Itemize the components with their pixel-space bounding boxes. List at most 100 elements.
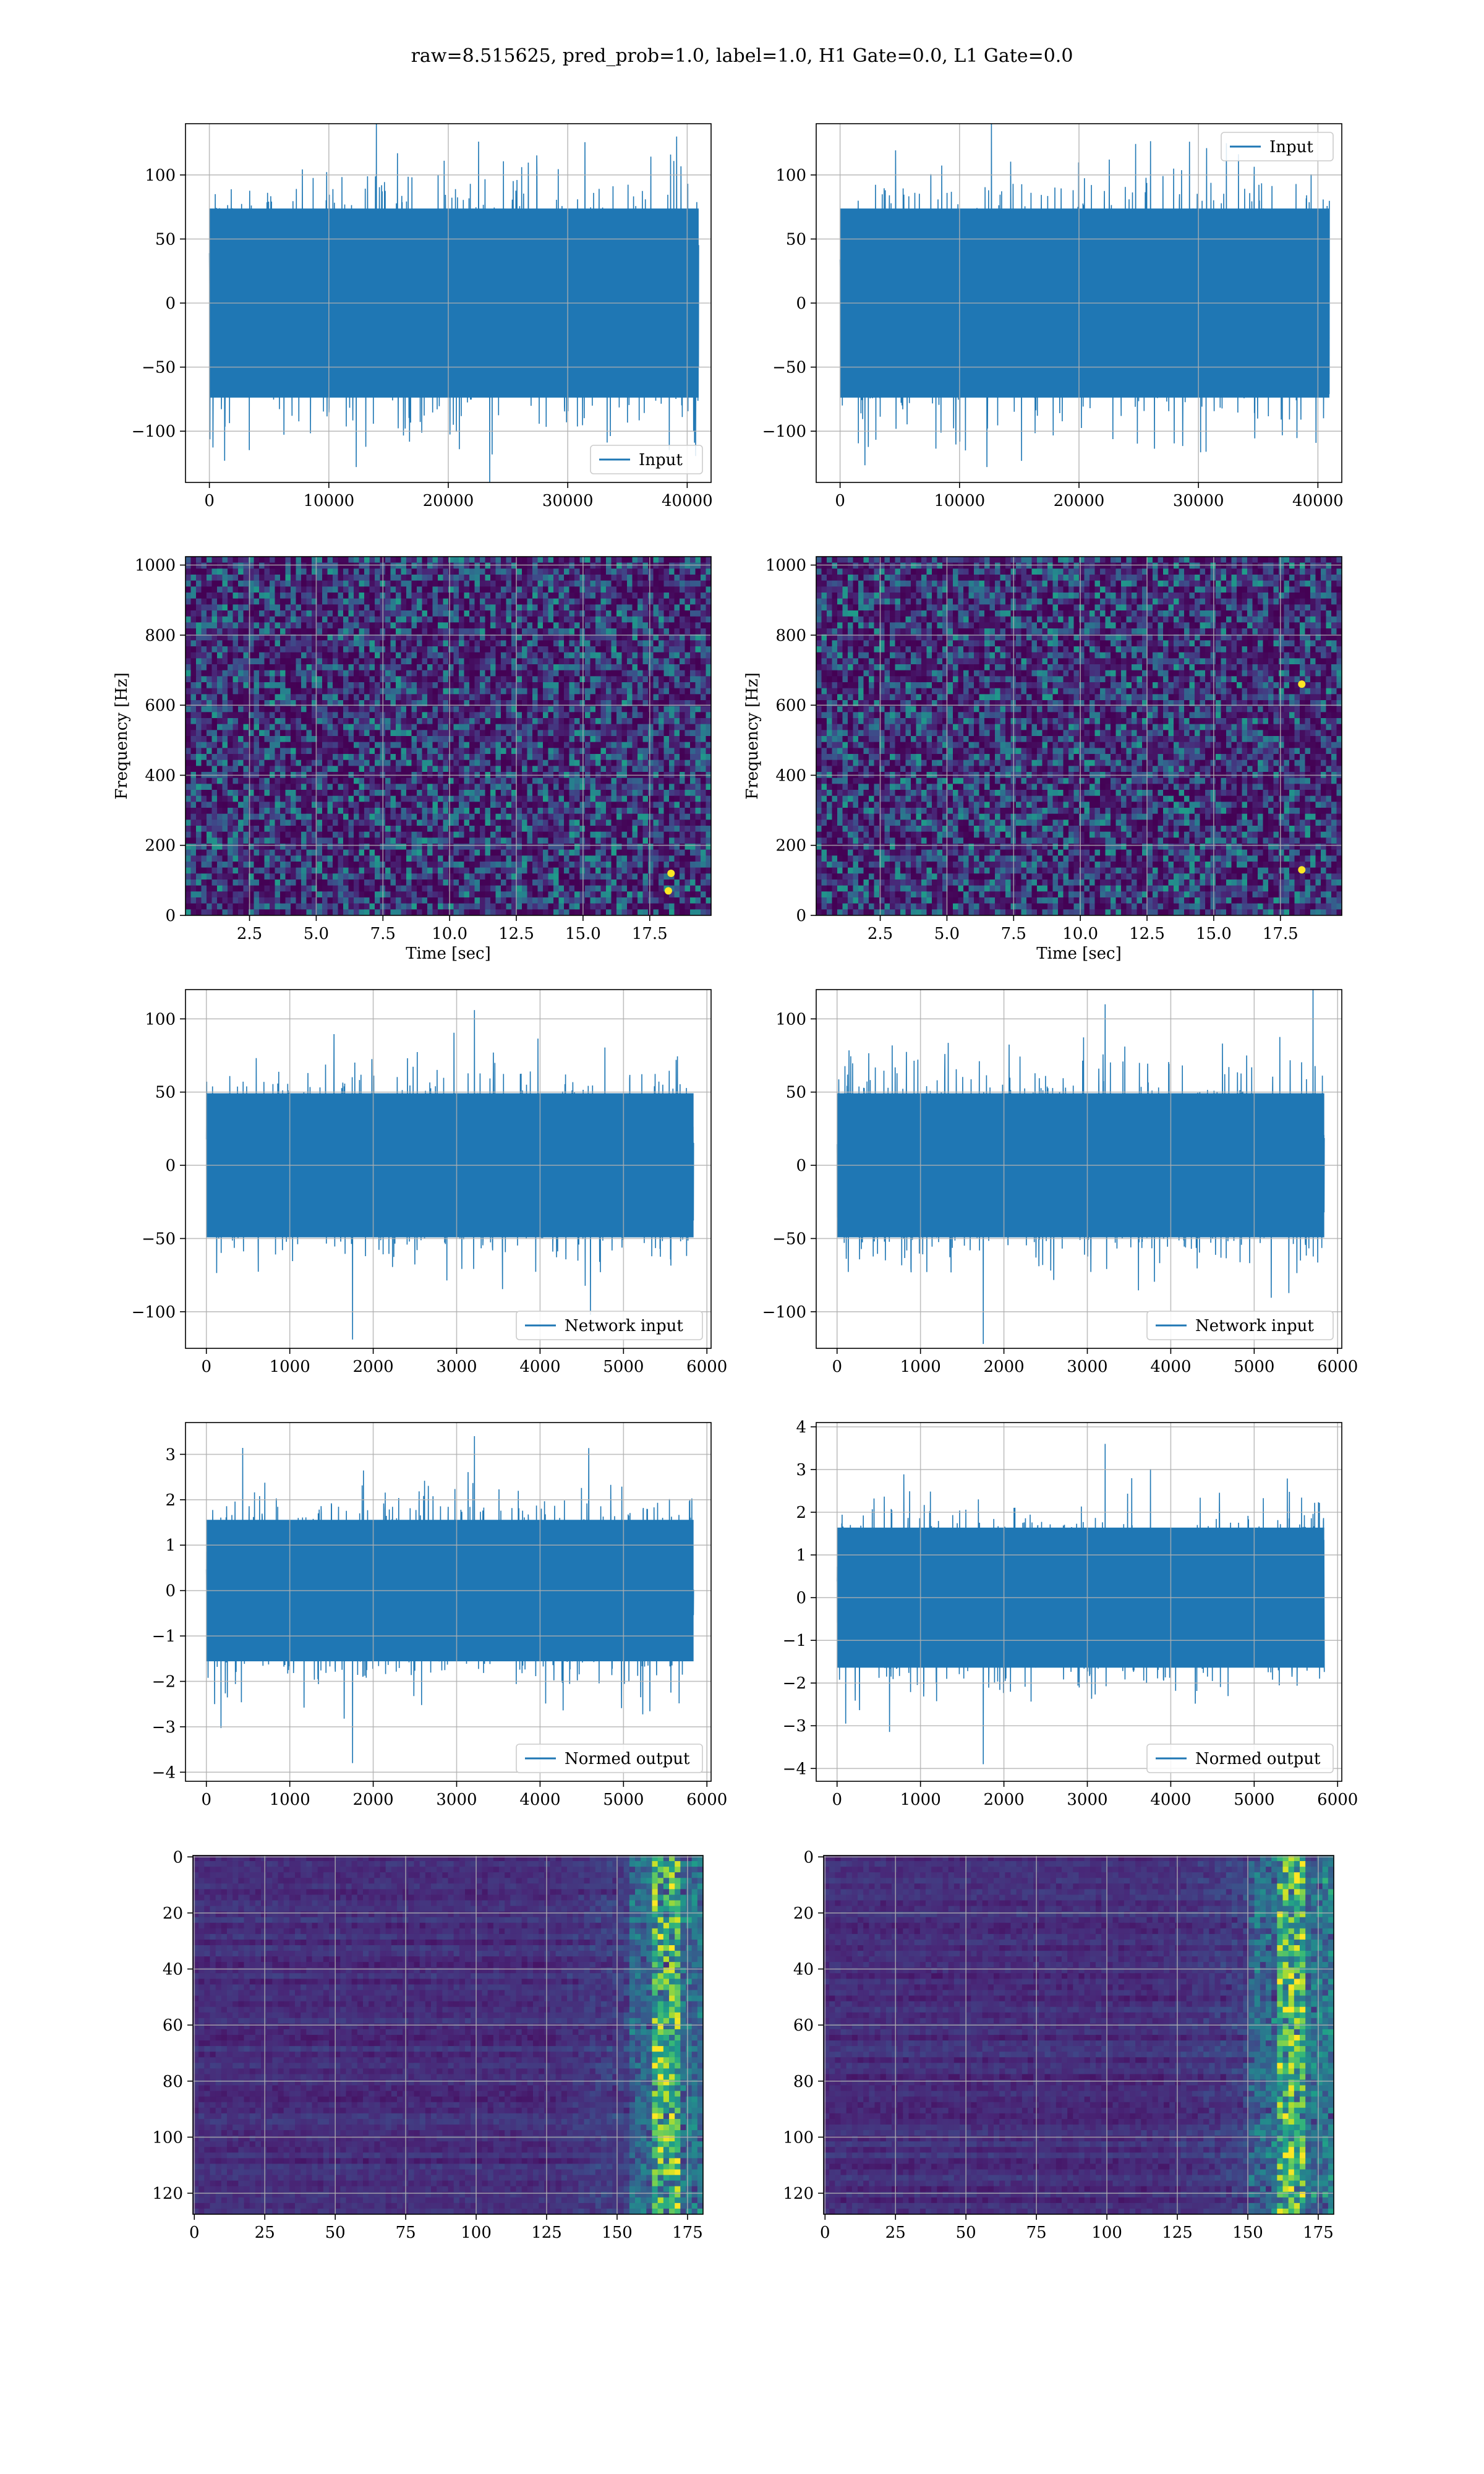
hot-spot-1: [667, 870, 675, 878]
legend: Network input: [1146, 1311, 1334, 1340]
x-tick-label: 30000: [542, 492, 594, 510]
x-tick-label: 3000: [436, 1358, 477, 1376]
legend-label: Network input: [1195, 1317, 1314, 1335]
y-tick-label: −2: [783, 1674, 806, 1693]
x-tick-label: 125: [1162, 2224, 1193, 2242]
y-tick-label: 600: [775, 696, 806, 715]
y-tick-label: 400: [775, 766, 806, 785]
x-tick-label: 1000: [900, 1358, 941, 1376]
plot-area-h1_input: [186, 124, 711, 482]
x-tick-label: 30000: [1173, 492, 1224, 510]
legend-box: [516, 1744, 703, 1773]
y-tick-label: 80: [163, 2073, 183, 2091]
x-tick-label: 15.0: [1196, 925, 1232, 943]
y-tick-label: 100: [783, 2128, 814, 2147]
y-tick-label: −100: [132, 1303, 176, 1322]
y-tick-label: −50: [142, 1230, 176, 1248]
y-tick-label: 4: [796, 1418, 806, 1437]
y-tick-label: 1000: [135, 557, 176, 575]
y-tick-label: 100: [152, 2128, 183, 2147]
x-tick-label: 4000: [1150, 1358, 1191, 1376]
x-tick-label: 2000: [352, 1791, 393, 1809]
x-tick-label: 6000: [1317, 1791, 1358, 1809]
x-axis-label: Time [sec]: [1036, 944, 1122, 963]
axes-frame: [823, 1855, 1334, 2215]
y-tick-label: 2: [796, 1504, 806, 1522]
x-tick-label: 40000: [1292, 492, 1344, 510]
x-tick-label: 4000: [519, 1791, 560, 1809]
y-tick-label: 200: [775, 837, 806, 855]
y-tick-label: 50: [786, 1084, 806, 1102]
axes-frame: [816, 989, 1342, 1349]
axes-frame: [185, 556, 712, 916]
x-tick-label: 0: [201, 1791, 211, 1809]
x-tick-label: 5.0: [934, 925, 960, 943]
x-tick-label: 1000: [270, 1358, 310, 1376]
y-tick-label: 0: [796, 1157, 806, 1175]
y-tick-label: −1: [783, 1632, 806, 1650]
y-tick-label: 800: [145, 627, 176, 645]
legend-label: Normed output: [565, 1750, 690, 1768]
legend-box: [590, 445, 703, 474]
legend-label: Normed output: [1195, 1750, 1321, 1768]
y-tick-label: 100: [775, 166, 806, 185]
chart-l1_feature_map: 0 25 50 75 100 125 150 175 0 20 40 60 80 100 120: [783, 1848, 1334, 2242]
y-tick-label: 0: [165, 294, 176, 313]
y-tick-label: 120: [783, 2185, 814, 2203]
x-tick-label: 2.5: [868, 925, 893, 943]
y-tick-label: −100: [762, 1303, 806, 1322]
y-tick-label: 2: [165, 1491, 176, 1510]
x-tick-label: 175: [1303, 2224, 1334, 2242]
legend: Input: [1221, 132, 1334, 161]
hot-spot-0: [1298, 680, 1306, 688]
plot-area-l1_network_input: [816, 990, 1342, 1348]
legend-box: [1221, 132, 1334, 161]
x-tick-label: 10000: [303, 492, 354, 510]
y-tick-label: 0: [796, 907, 806, 925]
y-tick-label: 50: [155, 230, 176, 249]
y-tick-label: −50: [772, 359, 806, 377]
y-tick-label: 0: [165, 1582, 176, 1601]
x-tick-label: 2000: [983, 1358, 1024, 1376]
x-tick-label: 150: [1232, 2224, 1263, 2242]
y-tick-label: 40: [793, 1961, 814, 1979]
y-tick-label: 60: [793, 2016, 814, 2035]
x-tick-label: 5000: [1234, 1358, 1274, 1376]
y-tick-label: 0: [796, 294, 806, 313]
chart-h1_normed_output: 0 1000 2000 3000 4000 5000 6000 −4 −3 −2 −1 0 1 2 3 Nor…: [152, 1422, 727, 1809]
y-axis-label: Frequency [Hz]: [743, 672, 762, 800]
x-tick-label: 0: [204, 492, 215, 510]
x-tick-label: 1000: [270, 1791, 310, 1809]
y-tick-label: 80: [793, 2073, 814, 2091]
axes-frame: [185, 1422, 712, 1782]
x-tick-label: 5000: [1234, 1791, 1274, 1809]
y-axis-label: Frequency [Hz]: [113, 672, 131, 800]
legend: Input: [590, 445, 703, 474]
x-tick-label: 10.0: [1062, 925, 1098, 943]
x-tick-label: 3000: [1067, 1791, 1107, 1809]
x-tick-label: 2.5: [237, 925, 262, 943]
x-tick-label: 7.5: [1001, 925, 1026, 943]
y-tick-label: 600: [145, 696, 176, 715]
y-tick-label: 100: [145, 1010, 176, 1029]
x-tick-label: 75: [1026, 2224, 1047, 2242]
x-tick-label: 150: [602, 2224, 633, 2242]
y-tick-label: 400: [145, 766, 176, 785]
x-tick-label: 3000: [436, 1791, 477, 1809]
x-tick-label: 17.5: [632, 925, 668, 943]
x-tick-label: 175: [672, 2224, 703, 2242]
y-tick-label: 1: [165, 1536, 176, 1555]
y-tick-label: −2: [152, 1672, 176, 1691]
y-tick-label: 1000: [765, 557, 806, 575]
axes-frame: [816, 556, 1342, 916]
y-tick-label: 200: [145, 837, 176, 855]
plot-area-h1_feature_map: [193, 1856, 703, 2214]
y-tick-label: −50: [772, 1230, 806, 1248]
x-tick-label: 125: [531, 2224, 562, 2242]
y-tick-label: −100: [132, 422, 176, 441]
x-tick-label: 2000: [352, 1358, 393, 1376]
x-tick-label: 25: [255, 2224, 275, 2242]
y-tick-label: 50: [786, 230, 806, 249]
x-tick-label: 5000: [603, 1791, 644, 1809]
y-tick-label: −50: [142, 359, 176, 377]
